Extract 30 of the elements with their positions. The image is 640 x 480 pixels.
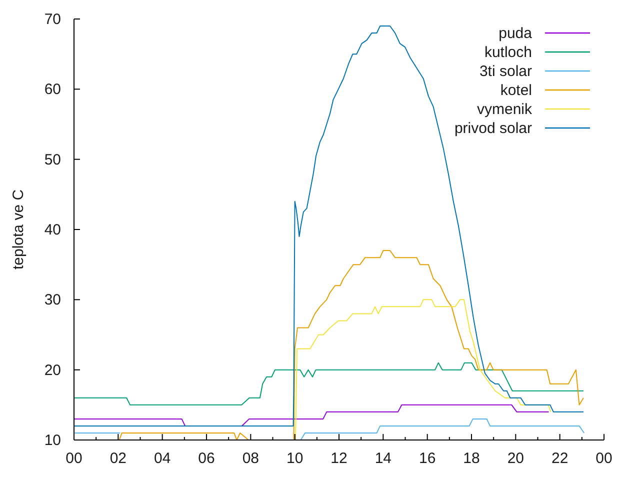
x-tick-label: 12 [330,450,348,467]
y-tick-label: 70 [44,11,61,28]
legend-label: kutloch [484,42,532,62]
line-series [74,26,584,426]
y-tick-label: 30 [44,292,61,309]
legend-label: puda [498,24,532,42]
legend-label: 3ti solar [479,62,532,80]
legend-label: vymenik [476,100,532,118]
line-series [74,362,584,406]
x-tick-label: 08 [242,450,260,467]
x-tick-label: 00 [596,450,612,467]
y-axis-title: teplota ve C [10,189,26,270]
y-tick-label: 60 [44,81,61,98]
x-tick-label: 20 [507,450,524,467]
x-tick-label: 22 [551,450,568,467]
legend-label: privod solar [454,118,532,138]
x-tick-label: 14 [374,450,392,467]
y-tick-label: 20 [44,362,61,379]
x-tick-label: 18 [463,450,480,467]
x-tick-label: 04 [154,450,171,467]
x-tick-label: 00 [66,450,82,467]
line-series [294,299,552,440]
x-tick-label: 16 [418,450,436,467]
x-tick-label: 10 [286,450,304,467]
legend-label: kotel [500,80,532,100]
x-tick-label: 02 [110,450,127,467]
y-tick-label: 50 [44,151,61,168]
y-tick-label: 40 [44,222,61,238]
y-tick-label: 10 [44,432,61,449]
x-tick-label: 06 [198,450,215,467]
